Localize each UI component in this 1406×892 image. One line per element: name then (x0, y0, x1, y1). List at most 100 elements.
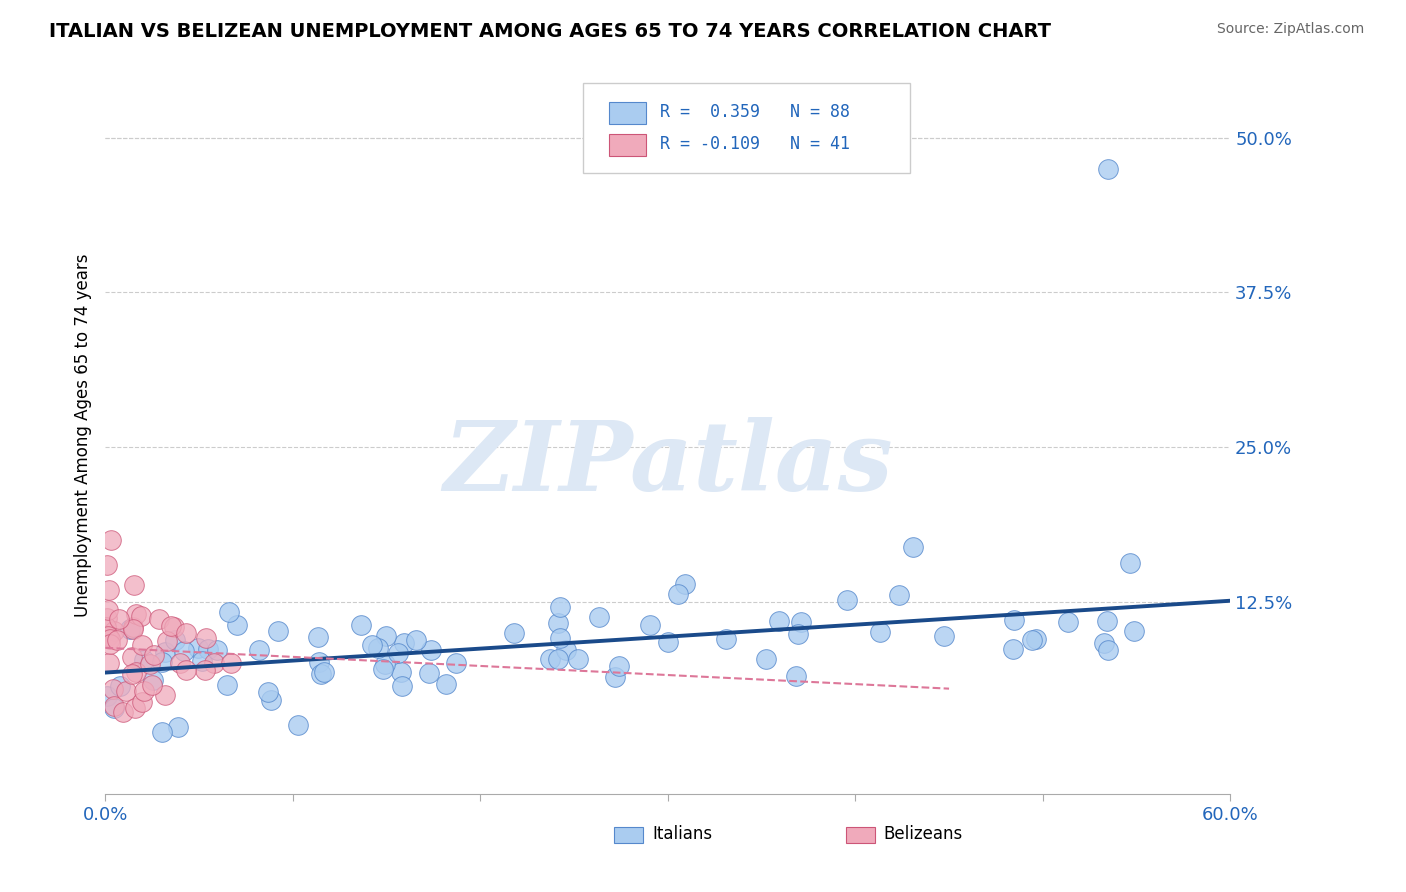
Point (103, 698, 125, 713)
Point (360, 638, 382, 652)
Text: ZIPatlas: ZIPatlas (443, 417, 893, 510)
FancyBboxPatch shape (609, 134, 647, 155)
Point (121, 650, 143, 665)
Point (434, 677, 457, 691)
Point (153, 645, 176, 659)
Point (267, 624, 290, 639)
Point (550, 599, 572, 614)
Point (588, 610, 610, 624)
Point (308, 630, 330, 644)
Point (186, 641, 208, 656)
Point (889, 588, 911, 602)
Text: ITALIAN VS BELIZEAN UNEMPLOYMENT AMONG AGES 65 TO 74 YEARS CORRELATION CHART: ITALIAN VS BELIZEAN UNEMPLOYMENT AMONG A… (49, 22, 1052, 41)
Point (103, 624, 125, 638)
Point (111, 705, 134, 719)
Point (1025, 632, 1047, 646)
Point (124, 701, 146, 715)
Point (790, 615, 813, 629)
Point (392, 636, 415, 650)
Point (122, 578, 145, 592)
Point (548, 631, 571, 645)
Point (174, 626, 197, 640)
Point (205, 643, 228, 657)
Point (260, 693, 283, 707)
Text: R =  0.359   N = 88: R = 0.359 N = 88 (659, 103, 851, 121)
Point (103, 682, 125, 697)
Point (97, 656, 120, 670)
Point (153, 688, 176, 702)
Point (114, 684, 136, 698)
Point (131, 609, 153, 624)
Point (218, 606, 240, 620)
Point (98, 582, 121, 597)
Point (312, 665, 335, 680)
Point (1118, 556, 1140, 570)
Point (176, 663, 198, 677)
Point (134, 684, 156, 698)
Text: Source: ZipAtlas.com: Source: ZipAtlas.com (1216, 22, 1364, 37)
Point (96, 611, 118, 625)
Point (97, 603, 120, 617)
Point (605, 670, 627, 684)
Point (374, 657, 396, 672)
FancyBboxPatch shape (614, 827, 643, 843)
Point (308, 655, 330, 669)
Point (350, 617, 373, 632)
Point (125, 607, 148, 621)
Point (1057, 615, 1080, 629)
Point (148, 612, 170, 626)
Point (787, 627, 810, 641)
Point (418, 666, 440, 681)
Point (165, 632, 187, 647)
Point (1097, 161, 1119, 176)
Point (118, 622, 141, 636)
Point (538, 651, 561, 665)
Point (96, 689, 118, 703)
Point (226, 618, 249, 632)
Text: Belizeans: Belizeans (884, 825, 963, 843)
Point (167, 720, 190, 734)
Point (419, 643, 441, 657)
Point (391, 679, 413, 693)
Point (785, 668, 807, 682)
Point (714, 632, 737, 647)
FancyBboxPatch shape (609, 103, 647, 124)
Point (640, 617, 662, 632)
Point (755, 652, 778, 666)
Text: R = -0.109   N = 41: R = -0.109 N = 41 (659, 135, 851, 153)
Point (108, 679, 131, 693)
Point (121, 667, 143, 681)
FancyBboxPatch shape (845, 827, 875, 843)
Point (835, 593, 858, 607)
Text: Italians: Italians (652, 825, 713, 843)
Point (555, 643, 578, 657)
Point (247, 643, 270, 657)
Point (1021, 632, 1043, 647)
Point (195, 631, 218, 645)
Point (901, 540, 924, 554)
Point (503, 626, 526, 640)
Point (444, 656, 467, 670)
Point (287, 718, 309, 732)
Point (1097, 642, 1119, 657)
Point (173, 644, 195, 658)
Point (98, 632, 121, 646)
Point (673, 576, 696, 591)
Point (366, 640, 388, 655)
Point (869, 624, 891, 639)
Point (160, 619, 183, 633)
Point (547, 652, 569, 666)
Point (108, 612, 131, 626)
Point (1092, 636, 1115, 650)
FancyBboxPatch shape (583, 83, 910, 173)
Point (932, 629, 955, 643)
Point (191, 654, 214, 668)
Point (169, 656, 191, 670)
Point (162, 620, 184, 634)
Point (156, 634, 179, 648)
Point (139, 657, 162, 671)
Point (1002, 613, 1025, 627)
Point (103, 701, 125, 715)
Point (547, 616, 569, 631)
Point (122, 623, 145, 637)
